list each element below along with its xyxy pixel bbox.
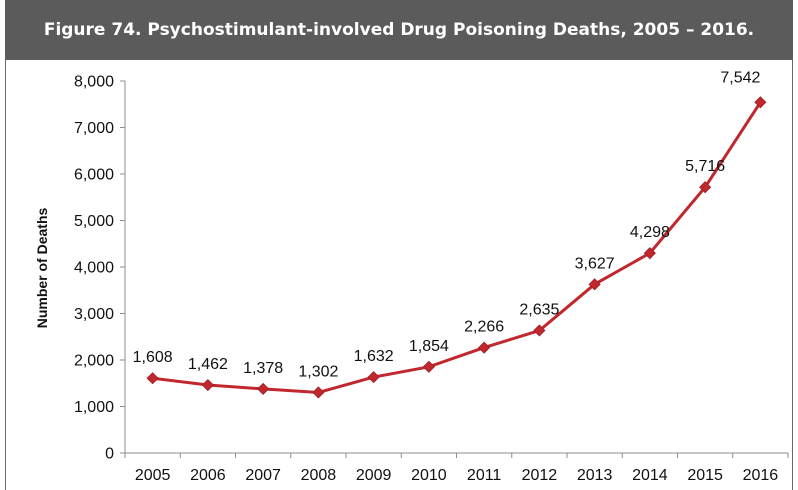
- data-point: [754, 96, 767, 109]
- y-tick-label: 7,000: [74, 120, 114, 137]
- x-tick-label: 2006: [190, 467, 226, 484]
- x-tick-label: 2012: [522, 467, 558, 484]
- x-tick-label: 2013: [577, 467, 613, 484]
- y-tick-label: 3,000: [74, 306, 114, 323]
- data-label: 5,716: [685, 158, 725, 175]
- y-tick-label: 2,000: [74, 353, 114, 370]
- data-point: [201, 378, 214, 392]
- data-label: 1,608: [133, 349, 173, 366]
- markers: [146, 96, 767, 399]
- x-tick-label: 2005: [135, 467, 171, 484]
- data-label: 4,298: [630, 224, 670, 241]
- x-tick-label: 2016: [743, 467, 779, 484]
- data-point: [312, 386, 325, 399]
- data-label: 7,542: [720, 69, 760, 86]
- series-line: [152, 101, 762, 395]
- data-label: 1,462: [188, 356, 228, 373]
- x-tick-label: 2009: [356, 467, 392, 484]
- data-label: 2,635: [519, 301, 559, 318]
- data-labels: 1,608 1,462 1,378 1,302 1,632 1,854 2,266 2,635…: [133, 69, 761, 380]
- data-label: 1,302: [298, 363, 338, 380]
- data-point: [699, 181, 712, 194]
- y-tick-label: 8,000: [74, 74, 114, 91]
- x-ticks: 2005 2006 2007 2008 2009 2010 2011 2012 2013 2014…: [124, 453, 789, 484]
- x-tick-label: 2008: [301, 467, 337, 484]
- data-point: [146, 372, 159, 385]
- data-point: [257, 382, 270, 395]
- data-point: [478, 341, 491, 354]
- chart-frame: [5, 60, 793, 490]
- x-tick-label: 2011: [467, 467, 502, 484]
- data-label: 1,854: [409, 338, 449, 355]
- y-tick-label: 6,000: [74, 167, 114, 184]
- data-point: [643, 247, 656, 260]
- y-tick-label: 1,000: [74, 399, 114, 416]
- x-tick-label: 2015: [687, 467, 723, 484]
- x-tick-label: 2007: [245, 467, 281, 484]
- data-label: 3,627: [575, 255, 615, 272]
- data-point: [588, 278, 601, 291]
- y-tick-label: 5,000: [74, 213, 114, 230]
- y-tick-label: 0: [105, 446, 114, 463]
- axes: [124, 81, 788, 454]
- data-label: 1,632: [354, 348, 394, 365]
- y-tick-label: 4,000: [74, 260, 114, 277]
- y-ticks: 0 1,000 2,000 3,000 4,000 5,000 6,000 7,000 8,00…: [74, 74, 125, 463]
- data-point: [422, 360, 435, 373]
- data-point: [533, 324, 546, 337]
- data-label: 2,266: [464, 319, 504, 336]
- x-tick-label: 2014: [632, 467, 668, 484]
- x-tick-label: 2010: [411, 467, 447, 484]
- data-label: 1,378: [243, 360, 283, 377]
- chart-title: Figure 74. Psychostimulant-involved Drug…: [5, 0, 793, 60]
- data-point: [367, 371, 380, 384]
